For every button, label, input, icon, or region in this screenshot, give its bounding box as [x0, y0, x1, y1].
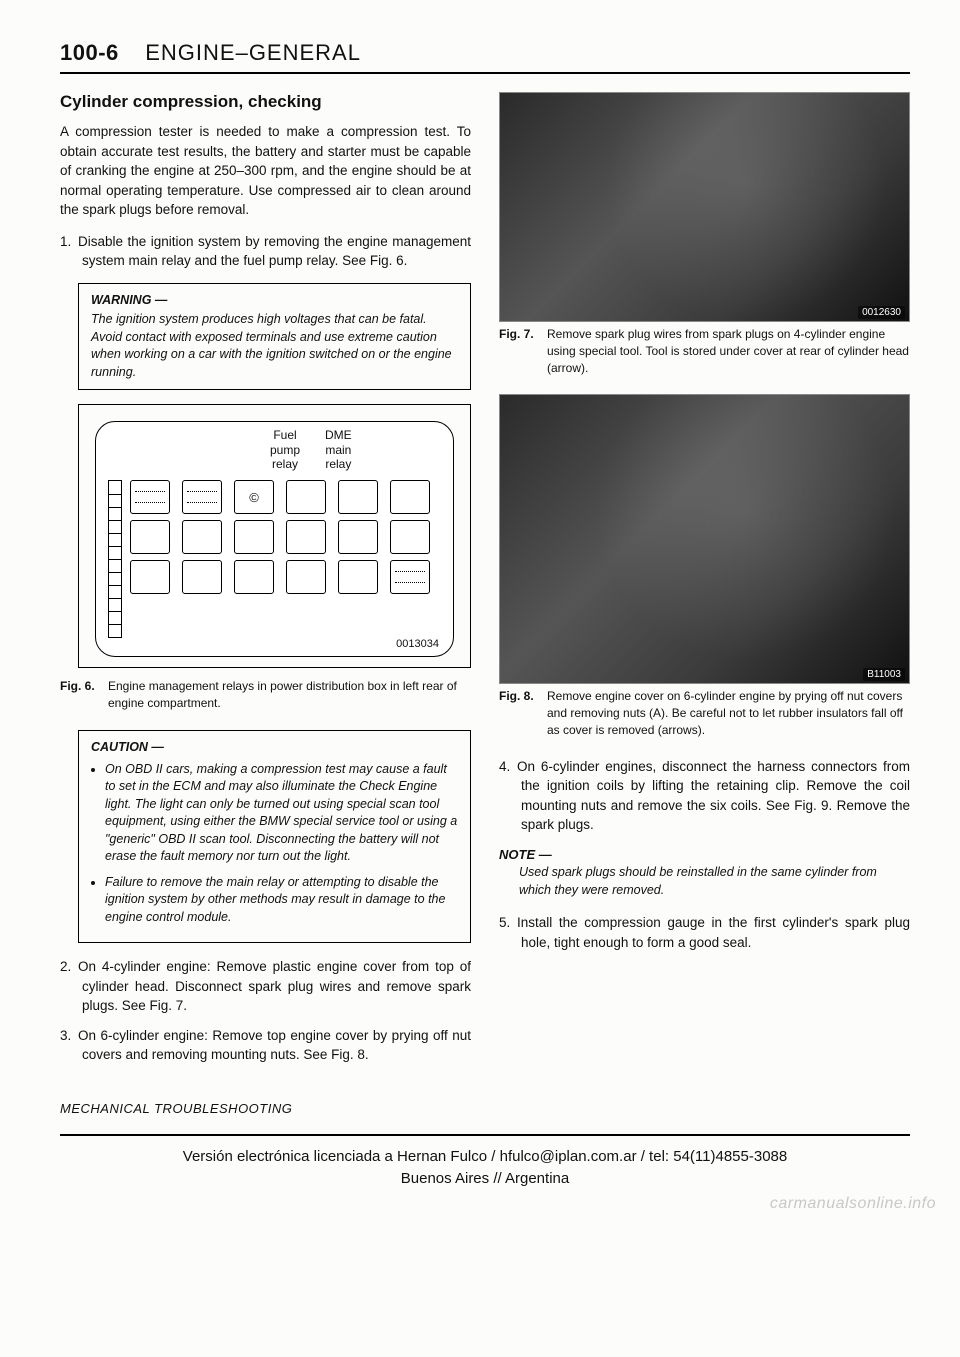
caution-body: On OBD II cars, making a compression tes…	[91, 761, 458, 927]
fig8-caption: Fig. 8. Remove engine cover on 6-cylinde…	[499, 688, 910, 738]
step-4-text: On 6-cylinder engines, disconnect the ha…	[517, 759, 910, 833]
fuse-slot	[390, 560, 430, 594]
license-footer: Versión electrónica licenciada a Hernan …	[60, 1134, 910, 1201]
fig6-text: Engine management relays in power distri…	[108, 678, 471, 712]
side-strip	[108, 480, 122, 638]
relay-slot	[286, 520, 326, 554]
fuse-slot	[182, 480, 222, 514]
relay-slot-fuel	[286, 480, 326, 514]
relay-slot	[182, 520, 222, 554]
step-1-text: Disable the ignition system by removing …	[78, 234, 471, 269]
step-5: 5.Install the compression gauge in the f…	[499, 913, 910, 952]
relay-slot	[390, 480, 430, 514]
fuse-slot	[130, 480, 170, 514]
steps-list-part4: 5.Install the compression gauge in the f…	[499, 913, 910, 952]
step-2: 2.On 4-cylinder engine: Remove plastic e…	[60, 957, 471, 1016]
steps-list-part2: 2.On 4-cylinder engine: Remove plastic e…	[60, 957, 471, 1065]
caution-bullet-1: On OBD II cars, making a compression tes…	[105, 761, 458, 866]
fig7-text: Remove spark plug wires from spark plugs…	[547, 326, 910, 376]
fig8-photo: B11003	[499, 394, 910, 684]
mark-slot: ©	[234, 480, 274, 514]
page-header: 100-6 ENGINE–GENERAL	[60, 40, 910, 66]
step-5-text: Install the compression gauge in the fir…	[517, 915, 910, 950]
fig6-image-id: 0013034	[396, 638, 439, 650]
license-line-2: Buenos Aires // Argentina	[72, 1168, 898, 1191]
relay-slot	[130, 520, 170, 554]
section-title: Cylinder compression, checking	[60, 92, 471, 112]
fig7-photo: 0012630	[499, 92, 910, 322]
intro-paragraph: A compression tester is needed to make a…	[60, 122, 471, 220]
relay-row-3	[130, 560, 436, 594]
right-column: 0012630 Fig. 7. Remove spark plug wires …	[499, 92, 910, 1116]
fig6-label: Fig. 6.	[60, 678, 108, 712]
warning-title: WARNING —	[91, 292, 458, 310]
steps-list-part3: 4.On 6-cylinder engines, disconnect the …	[499, 757, 910, 835]
two-column-layout: Cylinder compression, checking A compres…	[60, 92, 910, 1116]
relay-slot	[286, 560, 326, 594]
page-title: ENGINE–GENERAL	[145, 40, 361, 65]
watermark: carmanualsonline.info	[770, 1195, 936, 1213]
fig8-label: Fig. 8.	[499, 688, 547, 738]
steps-list-part1: 1.Disable the ignition system by removin…	[60, 232, 471, 271]
relay-labels: Fuel pump relay DME main relay	[260, 428, 363, 471]
fig6-diagram-frame: Fuel pump relay DME main relay	[78, 404, 471, 668]
fig6-caption: Fig. 6. Engine management relays in powe…	[60, 678, 471, 712]
license-line-1: Versión electrónica licenciada a Hernan …	[72, 1146, 898, 1169]
caution-box: CAUTION — On OBD II cars, making a compr…	[78, 730, 471, 943]
warning-box: WARNING — The ignition system produces h…	[78, 283, 471, 391]
fig7-label: Fig. 7.	[499, 326, 547, 376]
manual-page: 100-6 ENGINE–GENERAL Cylinder compressio…	[0, 0, 960, 1221]
step-3-text: On 6-cylinder engine: Remove top engine …	[78, 1028, 471, 1063]
fig7-caption: Fig. 7. Remove spark plug wires from spa…	[499, 326, 910, 376]
page-number: 100-6	[60, 40, 119, 65]
relay-grid: ©	[130, 480, 436, 638]
fig6-diagram: Fuel pump relay DME main relay	[95, 421, 454, 657]
relay-row-2	[130, 520, 436, 554]
warning-body: The ignition system produces high voltag…	[91, 311, 458, 381]
relay-row-1: ©	[130, 480, 436, 514]
relay-slot-dme	[338, 480, 378, 514]
fig7-image-id: 0012630	[858, 306, 905, 319]
caution-title: CAUTION —	[91, 739, 458, 757]
note-body: Used spark plugs should be reinstalled i…	[519, 864, 910, 899]
relay-slot	[130, 560, 170, 594]
caution-bullet-2: Failure to remove the main relay or atte…	[105, 874, 458, 927]
fig8-text: Remove engine cover on 6-cylinder engine…	[547, 688, 910, 738]
relay-slot	[338, 560, 378, 594]
fig8-image-id: B11003	[863, 668, 905, 681]
step-4: 4.On 6-cylinder engines, disconnect the …	[499, 757, 910, 835]
relay-slot	[338, 520, 378, 554]
dme-label: DME main relay	[313, 428, 363, 471]
step-3: 3.On 6-cylinder engine: Remove top engin…	[60, 1026, 471, 1065]
relay-slot	[234, 520, 274, 554]
step-1: 1.Disable the ignition system by removin…	[60, 232, 471, 271]
relay-slot	[182, 560, 222, 594]
relay-slot	[390, 520, 430, 554]
footer-section-label: MECHANICAL TROUBLESHOOTING	[60, 1101, 471, 1116]
step-2-text: On 4-cylinder engine: Remove plastic eng…	[78, 959, 471, 1013]
header-rule	[60, 72, 910, 74]
relay-slot	[234, 560, 274, 594]
note-title: NOTE —	[499, 847, 910, 862]
fuel-label: Fuel pump relay	[260, 428, 310, 471]
left-column: Cylinder compression, checking A compres…	[60, 92, 471, 1116]
